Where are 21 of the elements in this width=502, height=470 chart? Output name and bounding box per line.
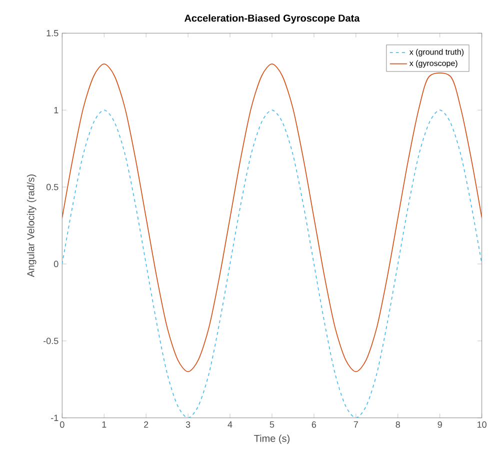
x-tick-label: 1 (102, 421, 106, 428)
x-tick-label: 2 (144, 421, 148, 428)
x-tick-label: 3 (186, 421, 190, 428)
x-tick-label: 10 (478, 421, 486, 428)
x-tick-label: 6 (312, 421, 316, 428)
x-tick-label: 7 (354, 421, 358, 428)
chart-title: Acceleration-Biased Gyroscope Data (184, 14, 360, 24)
x-tick-label: 8 (396, 421, 400, 428)
y-tick-label: 0.5 (46, 184, 58, 190)
y-tick-label: 0 (54, 260, 58, 268)
line-series (62, 110, 482, 418)
x-tick-label: 4 (228, 421, 232, 428)
x-axis-title: Time (s) (254, 434, 290, 444)
y-tick-label: 1.5 (46, 30, 58, 36)
y-axis-title: Angular Velocity (rad/s) (26, 174, 36, 278)
y-tick-label: -0.5 (44, 338, 58, 344)
y-tick-label: 1 (54, 107, 58, 114)
x-tick-label: 9 (438, 421, 442, 428)
x-tick-label: 5 (270, 421, 274, 428)
x-tick-label: 0 (60, 421, 64, 428)
y-tick-label: -1 (51, 414, 58, 421)
